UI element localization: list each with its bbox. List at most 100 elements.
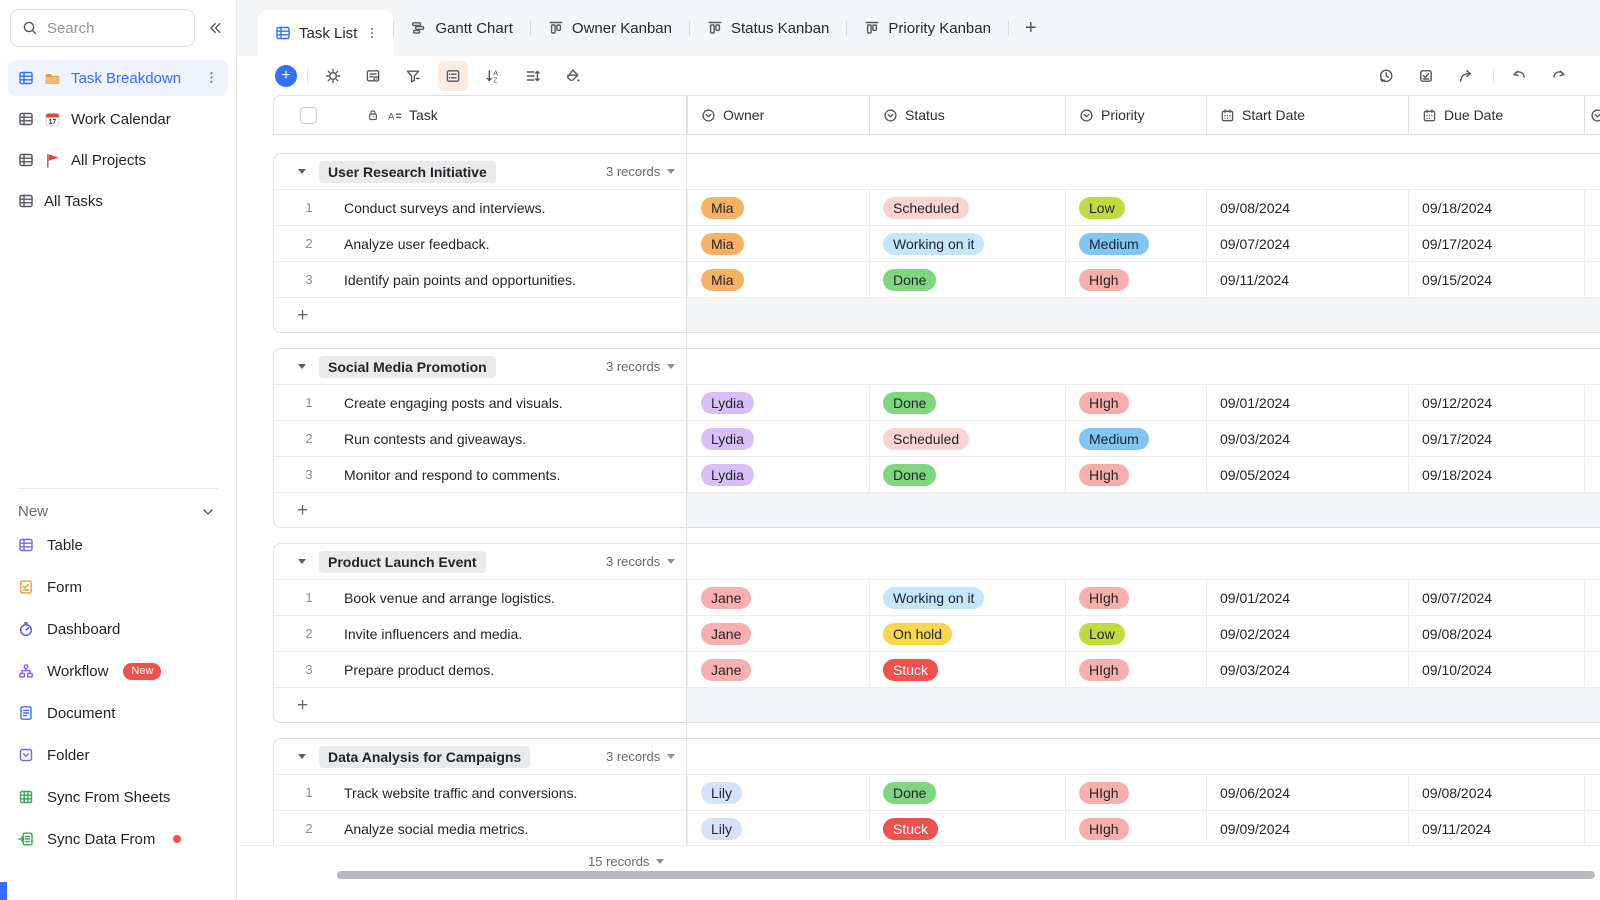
priority-cell[interactable]: HIgh xyxy=(1065,262,1206,297)
header-priority-column[interactable]: Priority xyxy=(1065,96,1206,134)
owner-cell[interactable]: Lydia xyxy=(687,421,869,456)
status-cell[interactable]: On hold xyxy=(869,616,1065,651)
collapse-group-icon[interactable] xyxy=(298,364,306,369)
add-record-icon[interactable]: + xyxy=(297,304,309,326)
start-date-cell[interactable]: 09/01/2024 xyxy=(1206,580,1408,615)
status-cell[interactable]: Done xyxy=(869,262,1065,297)
start-date-cell[interactable]: 09/07/2024 xyxy=(1206,226,1408,261)
start-date-cell[interactable]: 09/03/2024 xyxy=(1206,652,1408,687)
create-item-folder[interactable]: Folder xyxy=(0,734,236,776)
create-item-form[interactable]: Form xyxy=(0,566,236,608)
checklist-button[interactable] xyxy=(1411,61,1441,91)
create-item-sync-data-from[interactable]: Sync Data From xyxy=(0,818,236,860)
group-header[interactable]: Social Media Promotion 3 records xyxy=(274,349,1600,384)
status-cell[interactable]: Scheduled xyxy=(869,421,1065,456)
table-row[interactable]: 1 Track website traffic and conversions.… xyxy=(274,774,1600,810)
tab-status-kanban[interactable]: Status Kanban xyxy=(690,0,846,56)
group-header[interactable]: Data Analysis for Campaigns 3 records xyxy=(274,739,1600,774)
priority-cell[interactable]: HIgh xyxy=(1065,580,1206,615)
share-button[interactable] xyxy=(1451,61,1481,91)
frozen-column-divider[interactable] xyxy=(686,95,687,845)
owner-cell[interactable]: Lydia xyxy=(687,457,869,492)
horizontal-scrollbar[interactable] xyxy=(337,871,1595,879)
header-status-column[interactable]: Status xyxy=(869,96,1065,134)
priority-cell[interactable]: HIgh xyxy=(1065,457,1206,492)
undo-button[interactable] xyxy=(1504,61,1534,91)
due-date-cell[interactable]: 09/11/2024 xyxy=(1408,811,1584,846)
status-cell[interactable]: Scheduled xyxy=(869,190,1065,225)
create-item-workflow[interactable]: Workflow New xyxy=(0,650,236,692)
create-item-table[interactable]: Table xyxy=(0,524,236,566)
table-row[interactable]: 2 Invite influencers and media. Jane On … xyxy=(274,615,1600,651)
priority-cell[interactable]: HIgh xyxy=(1065,775,1206,810)
tab-owner-kanban[interactable]: Owner Kanban xyxy=(531,0,689,56)
history-button[interactable] xyxy=(1371,61,1401,91)
task-cell[interactable]: Identify pain points and opportunities. xyxy=(344,271,576,288)
task-cell[interactable]: Monitor and respond to comments. xyxy=(344,466,561,483)
status-cell[interactable]: Working on it xyxy=(869,226,1065,261)
field-config-button[interactable] xyxy=(358,61,388,91)
collapse-group-icon[interactable] xyxy=(298,559,306,564)
priority-cell[interactable]: Low xyxy=(1065,190,1206,225)
owner-cell[interactable]: Lily xyxy=(687,811,869,846)
tab-priority-kanban[interactable]: Priority Kanban xyxy=(847,0,1008,56)
group-header[interactable]: Product Launch Event 3 records xyxy=(274,544,1600,579)
table-row[interactable]: 2 Analyze social media metrics. Lily Stu… xyxy=(274,810,1600,846)
task-cell[interactable]: Analyze user feedback. xyxy=(344,235,490,252)
due-date-cell[interactable]: 09/07/2024 xyxy=(1408,580,1584,615)
due-date-cell[interactable]: 09/17/2024 xyxy=(1408,226,1584,261)
redo-button[interactable] xyxy=(1544,61,1574,91)
priority-cell[interactable]: HIgh xyxy=(1065,385,1206,420)
owner-cell[interactable]: Jane xyxy=(687,580,869,615)
start-date-cell[interactable]: 09/05/2024 xyxy=(1206,457,1408,492)
header-due-date-column[interactable]: Due Date xyxy=(1408,96,1584,134)
due-date-cell[interactable]: 09/18/2024 xyxy=(1408,457,1584,492)
group-record-count[interactable]: 3 records xyxy=(606,359,676,374)
tab-gantt-chart[interactable]: Gantt Chart xyxy=(394,0,530,56)
priority-cell[interactable]: Low xyxy=(1065,616,1206,651)
sidebar-item-task-breakdown[interactable]: Task Breakdown xyxy=(8,60,228,96)
status-cell[interactable]: Done xyxy=(869,457,1065,492)
add-record-icon[interactable]: + xyxy=(297,694,309,716)
task-cell[interactable]: Prepare product demos. xyxy=(344,661,495,678)
due-date-cell[interactable]: 09/12/2024 xyxy=(1408,385,1584,420)
task-cell[interactable]: Run contests and giveaways. xyxy=(344,430,527,447)
table-row[interactable]: 1 Conduct surveys and interviews. Mia Sc… xyxy=(274,189,1600,225)
sidebar-item-work-calendar[interactable]: 17 Work Calendar xyxy=(8,101,228,137)
table-row[interactable]: 3 Identify pain points and opportunities… xyxy=(274,261,1600,297)
start-date-cell[interactable]: 09/08/2024 xyxy=(1206,190,1408,225)
header-task-column[interactable]: A Task xyxy=(274,96,687,134)
start-date-cell[interactable]: 09/06/2024 xyxy=(1206,775,1408,810)
status-cell[interactable]: Done xyxy=(869,385,1065,420)
group-record-count[interactable]: 3 records xyxy=(606,164,676,179)
collapse-group-icon[interactable] xyxy=(298,754,306,759)
status-cell[interactable]: Working on it xyxy=(869,580,1065,615)
start-date-cell[interactable]: 09/11/2024 xyxy=(1206,262,1408,297)
add-record-button[interactable]: + xyxy=(275,64,297,87)
group-view-button[interactable] xyxy=(438,60,468,91)
table-row[interactable]: 3 Prepare product demos. Jane Stuck HIgh… xyxy=(274,651,1600,687)
create-item-sync-from-sheets[interactable]: Sync From Sheets xyxy=(0,776,236,818)
header-start-date-column[interactable]: Start Date xyxy=(1206,96,1408,134)
task-cell[interactable]: Create engaging posts and visuals. xyxy=(344,394,563,411)
due-date-cell[interactable]: 09/17/2024 xyxy=(1408,421,1584,456)
status-cell[interactable]: Stuck xyxy=(869,811,1065,846)
task-cell[interactable]: Book venue and arrange logistics. xyxy=(344,589,555,606)
status-cell[interactable]: Done xyxy=(869,775,1065,810)
owner-cell[interactable]: Mia xyxy=(687,226,869,261)
start-date-cell[interactable]: 09/01/2024 xyxy=(1206,385,1408,420)
create-item-dashboard[interactable]: Dashboard xyxy=(0,608,236,650)
total-record-count[interactable]: 15 records xyxy=(588,854,665,869)
group-header[interactable]: User Research Initiative 3 records xyxy=(274,154,1600,189)
row-height-button[interactable] xyxy=(518,61,548,91)
due-date-cell[interactable]: 09/10/2024 xyxy=(1408,652,1584,687)
group-record-count[interactable]: 3 records xyxy=(606,749,676,764)
owner-cell[interactable]: Lily xyxy=(687,775,869,810)
filter-button[interactable] xyxy=(398,61,428,91)
due-date-cell[interactable]: 09/08/2024 xyxy=(1408,775,1584,810)
header-owner-column[interactable]: Owner xyxy=(687,96,869,134)
owner-cell[interactable]: Mia xyxy=(687,262,869,297)
add-view-button[interactable]: + xyxy=(1024,16,1037,39)
start-date-cell[interactable]: 09/09/2024 xyxy=(1206,811,1408,846)
